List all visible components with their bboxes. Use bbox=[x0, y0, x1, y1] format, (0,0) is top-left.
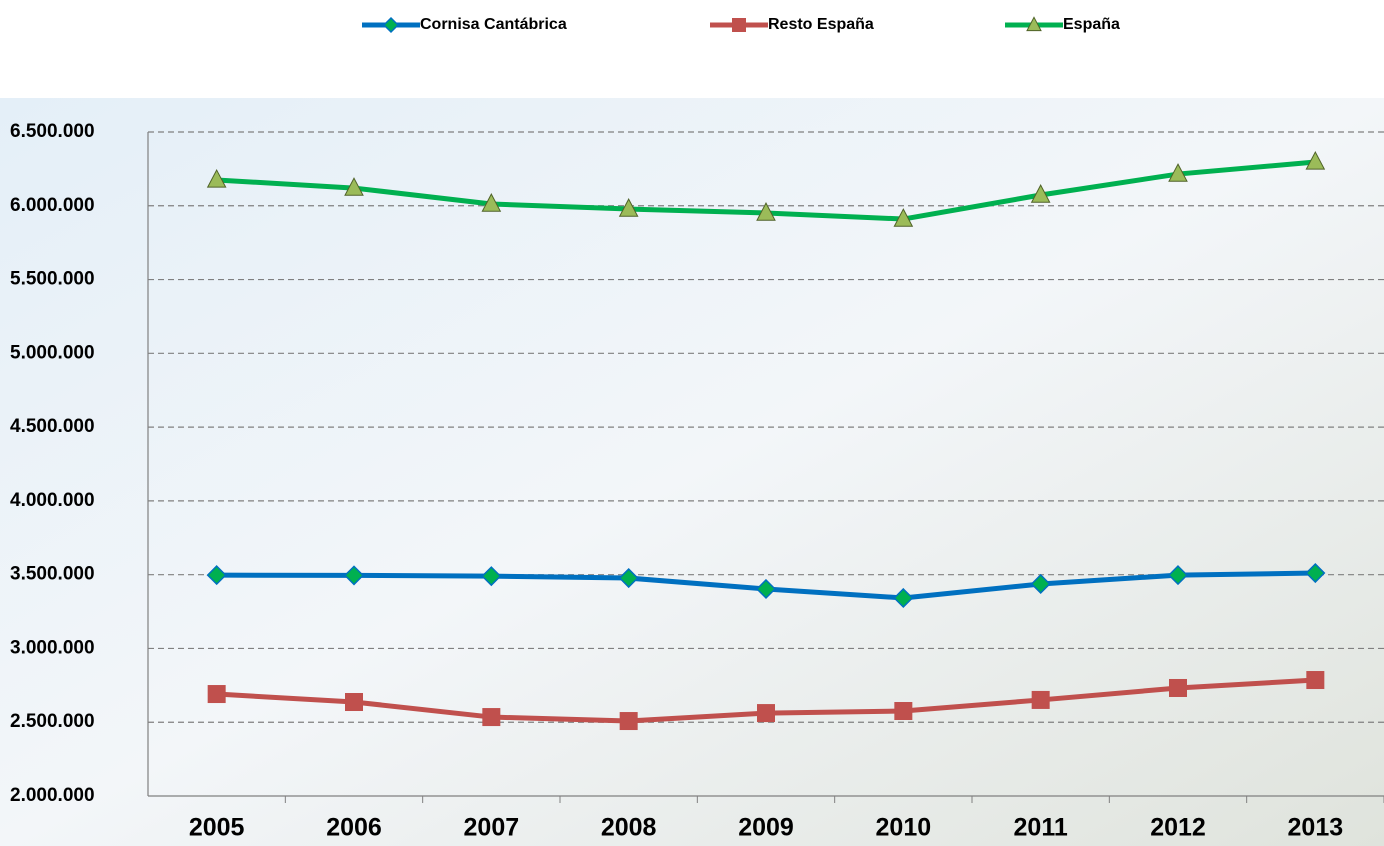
x-tick-label: 2012 bbox=[1150, 814, 1206, 842]
marker bbox=[618, 567, 639, 589]
marker bbox=[382, 16, 400, 34]
marker bbox=[482, 708, 501, 727]
marker bbox=[1169, 678, 1187, 697]
marker bbox=[1305, 562, 1326, 584]
legend-label: Cornisa Cantábrica bbox=[420, 16, 567, 33]
marker bbox=[1031, 690, 1050, 709]
x-tick-label: 2005 bbox=[189, 814, 245, 842]
x-tick-label: 2009 bbox=[738, 814, 794, 842]
marker bbox=[345, 693, 363, 712]
y-tick-label: 5.000.000 bbox=[10, 342, 95, 363]
y-tick-label: 2.000.000 bbox=[10, 785, 95, 806]
x-tick-label: 2010 bbox=[876, 814, 932, 842]
marker bbox=[1030, 184, 1051, 203]
legend-label: Resto España bbox=[768, 16, 874, 33]
marker bbox=[1030, 573, 1051, 595]
x-tick-label: 2013 bbox=[1288, 814, 1344, 842]
x-tick-label: 2007 bbox=[464, 814, 520, 842]
marker bbox=[1305, 150, 1326, 170]
photo-background bbox=[0, 98, 1384, 846]
marker bbox=[893, 208, 914, 227]
marker bbox=[619, 712, 638, 731]
marker bbox=[1306, 671, 1325, 690]
marker bbox=[344, 177, 364, 196]
marker bbox=[207, 685, 226, 704]
marker bbox=[206, 565, 227, 586]
marker bbox=[894, 702, 913, 721]
marker bbox=[893, 587, 914, 609]
marker bbox=[756, 202, 776, 221]
y-tick-label: 4.500.000 bbox=[10, 416, 95, 437]
y-tick-label: 5.500.000 bbox=[10, 269, 95, 290]
marker bbox=[732, 18, 746, 32]
y-tick-label: 3.000.000 bbox=[10, 637, 95, 658]
marker bbox=[343, 565, 365, 586]
x-tick-label: 2008 bbox=[601, 814, 657, 842]
y-tick-label: 4.000.000 bbox=[10, 490, 95, 511]
marker bbox=[481, 566, 502, 587]
marker bbox=[757, 704, 775, 723]
marker bbox=[1167, 565, 1189, 586]
marker bbox=[618, 198, 639, 217]
x-tick-label: 2006 bbox=[326, 814, 382, 842]
y-tick-label: 2.500.000 bbox=[10, 711, 95, 732]
y-tick-label: 6.000.000 bbox=[10, 195, 95, 216]
x-tick-label: 2011 bbox=[1014, 814, 1068, 842]
y-tick-label: 3.500.000 bbox=[10, 564, 95, 585]
marker bbox=[206, 168, 227, 188]
marker bbox=[755, 578, 777, 600]
marker bbox=[1026, 16, 1042, 32]
y-tick-label: 6.500.000 bbox=[10, 121, 95, 142]
marker bbox=[1168, 163, 1188, 182]
legend-label: España bbox=[1063, 16, 1120, 33]
marker bbox=[481, 193, 502, 212]
